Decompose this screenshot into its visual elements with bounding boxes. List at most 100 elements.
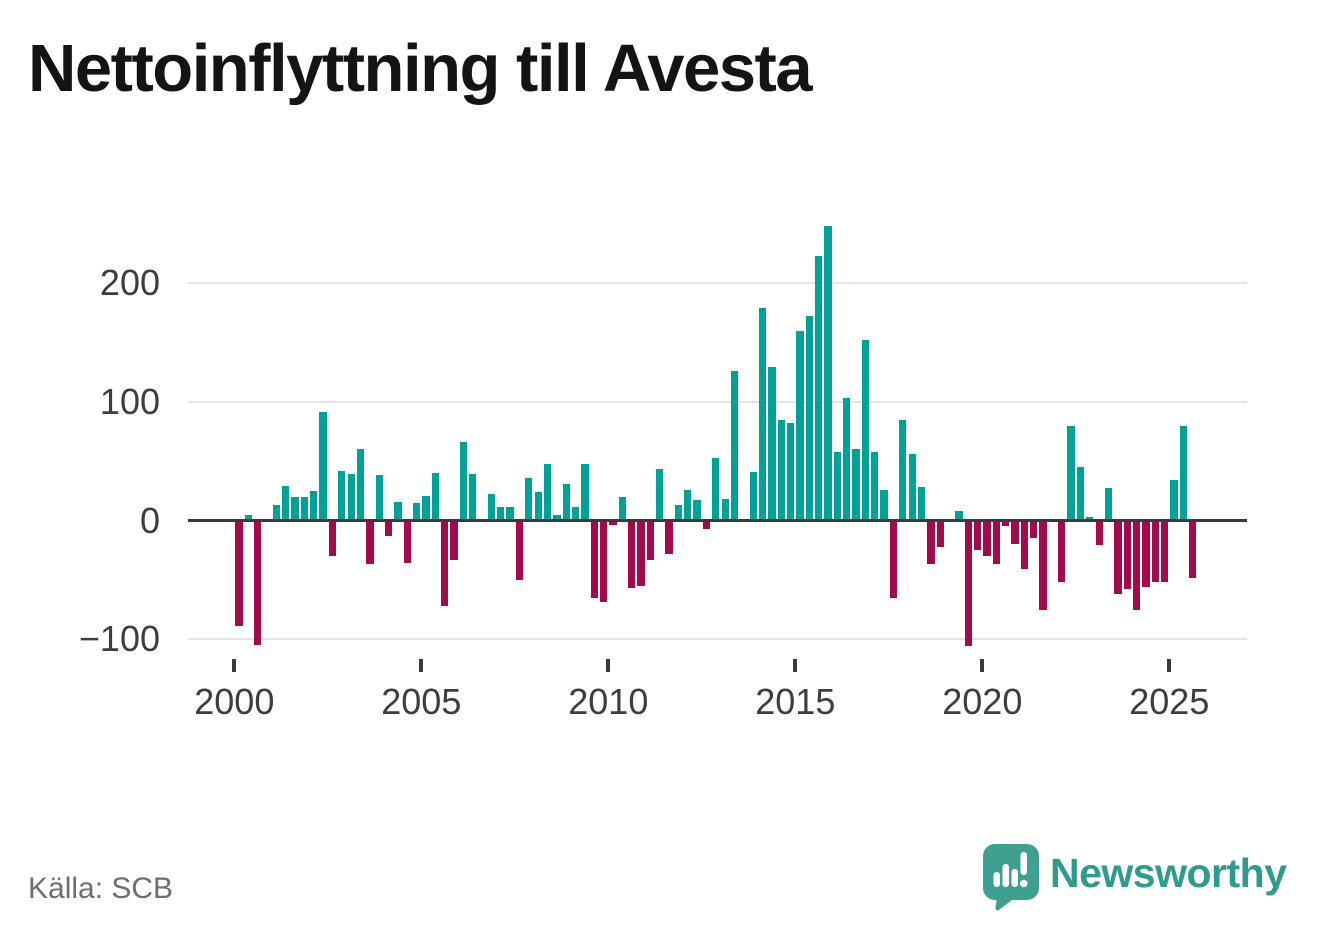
bar [1039,520,1047,610]
bar [1170,480,1178,521]
x-axis-label: 2005 [381,681,462,722]
bar [815,255,823,521]
bar [646,520,655,560]
gridline [188,638,1247,641]
x-axis-label: 2000 [194,681,275,722]
bar [618,496,626,521]
x-axis-label: 2015 [755,681,836,722]
bar [1151,520,1159,583]
bar [282,486,290,521]
bar [300,496,309,521]
bar [310,490,318,521]
bar [889,520,898,598]
bar [319,412,327,521]
bar [441,520,449,606]
logo-exclamation-bar [1020,852,1027,875]
bar [721,499,729,521]
bar [356,449,365,521]
x-axis-tick [1167,659,1172,672]
bar [338,470,346,521]
x-axis-tick [980,659,985,672]
newsworthy-logo-icon [983,844,1039,911]
bar [1132,520,1141,610]
y-axis-label: −100 [78,618,160,660]
bar [955,511,963,521]
bar [1030,520,1038,539]
x-axis-label: 2020 [942,681,1023,722]
bar [571,507,580,521]
bar [964,520,972,647]
bar [562,483,570,521]
bar [693,500,701,521]
bar [1095,520,1103,546]
bar [758,307,767,521]
bar [291,496,299,521]
gridline [188,400,1247,403]
bar [684,489,692,521]
bar [936,520,944,547]
bar [1142,520,1150,587]
bar [525,477,533,521]
x-axis-tick [606,659,611,672]
bar [422,495,430,521]
bar [712,457,720,521]
bar [973,520,982,551]
bar [749,471,757,521]
bar [1020,520,1029,570]
bar [384,520,393,536]
newsworthy-logo: Newsworthy [982,842,1302,912]
bar [534,492,542,521]
bar [581,463,589,521]
chart-title: Nettoinflyttning till Avesta [28,31,813,106]
bar [515,520,524,580]
bar [628,520,636,589]
bar [375,475,383,521]
bar [469,474,477,521]
bar [272,505,281,521]
bar [609,520,617,526]
logo-bar-short [993,872,1000,887]
bar [235,520,243,627]
bar [254,520,262,646]
logo-bar-tall [1002,864,1009,887]
x-axis-tick [793,659,798,672]
bar [599,520,608,603]
bar [992,520,1000,565]
bar [487,494,496,521]
bar [347,474,355,521]
bar [637,520,645,586]
bar [394,501,402,521]
bar [833,451,842,521]
bar [656,469,664,521]
bar [244,514,252,521]
bar [805,316,813,521]
bar [917,487,926,521]
bar [1067,425,1075,521]
bar [497,507,505,521]
bar [786,423,795,521]
bar [768,367,776,521]
logo-exclamation-dot [1020,879,1028,888]
bar [1076,467,1085,521]
source-note: Källa: SCB [28,872,174,905]
bar [843,398,851,521]
bar [328,520,337,557]
bar [899,419,907,521]
y-axis-label: 0 [139,499,160,541]
bar [880,489,888,521]
bar [366,520,374,565]
x-axis-label: 2010 [568,681,649,722]
bar [665,520,673,554]
bar [431,473,439,521]
newsworthy-wordmark: Newsworthy [1050,849,1287,896]
bar [702,520,711,529]
bar [1011,520,1019,545]
logo-bar-medium [1011,869,1018,887]
x-axis-tick [419,659,424,672]
bar [543,463,552,521]
bar [1114,520,1122,595]
bar [1104,488,1113,521]
bar [861,340,870,521]
bar [927,520,935,565]
bar [403,520,411,564]
